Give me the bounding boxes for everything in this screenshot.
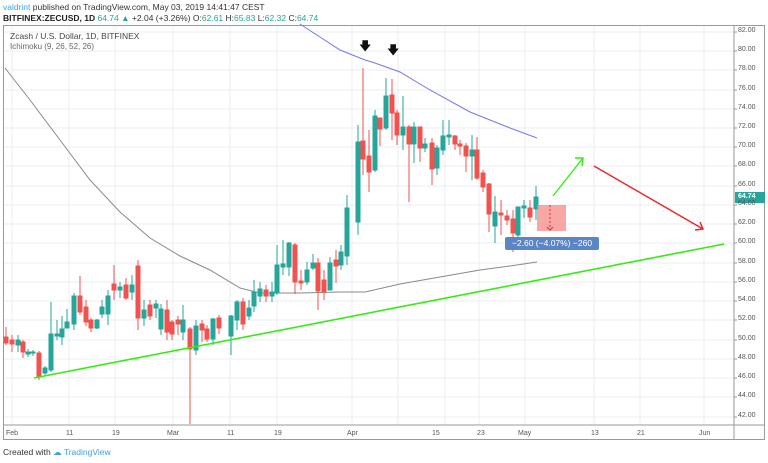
time-label: Apr (347, 430, 358, 437)
time-label: 21 (637, 430, 645, 437)
footer: Created with ☁ TradingView (3, 447, 111, 458)
price-axis-ticks (734, 31, 737, 418)
ichimoku-lower-line (4, 67, 538, 294)
price-label: 60.00 (738, 238, 756, 245)
time-label: Jun (699, 430, 711, 437)
last-price: 64.74 (97, 13, 119, 23)
low-value: 62.32 (264, 13, 287, 23)
time-label: 19 (274, 430, 282, 437)
bullish-arrow[interactable] (552, 157, 584, 197)
price-label: 82.00 (738, 27, 756, 34)
price-label: 46.00 (738, 373, 756, 380)
ichimoku-upper-line (299, 23, 538, 139)
time-label: 19 (112, 430, 120, 437)
price-label: 52.00 (738, 315, 756, 322)
support-trendline[interactable] (33, 243, 725, 379)
time-label: Feb (6, 430, 19, 437)
price-label: 58.00 (738, 258, 756, 265)
symbol-line: BITFINEX:ZECUSD, 1D 64.74 ▲ +2.04 (+3.26… (3, 13, 318, 23)
measure-tool[interactable] (505, 205, 599, 250)
footer-prefix: Created with (3, 447, 54, 457)
price-label: 80.00 (738, 46, 756, 53)
grid (4, 26, 734, 425)
tradingview-cloud-icon: ☁ (53, 447, 62, 457)
price-label: 44.00 (738, 392, 756, 399)
last-price-tag-bg (735, 192, 765, 203)
time-label: May (518, 430, 532, 437)
low-label: L: (257, 13, 265, 23)
price-label: 62.00 (738, 219, 756, 226)
indicator-legend[interactable]: Ichimoku (9, 26, 52, 26) (10, 42, 95, 51)
down-arrow-icon: 🡇 (359, 39, 371, 53)
tradingview-link[interactable]: TradingView (63, 447, 111, 457)
change: +2.04 (+3.26%) (131, 13, 191, 23)
price-label: 48.00 (738, 354, 756, 361)
chart-frame[interactable] (3, 25, 765, 440)
symbol: BITFINEX:ZECUSD, 1D (3, 13, 96, 23)
price-label: 42.00 (738, 412, 756, 419)
time-label: 11 (66, 430, 74, 437)
close-value: 64.74 (296, 13, 319, 23)
time-label: Mar (167, 430, 180, 437)
time-axis[interactable]: Feb 11 19 Mar 11 19 Apr 15 23 May 13 21 … (0, 430, 734, 440)
time-label: 15 (432, 430, 440, 437)
price-label: 50.00 (738, 335, 756, 342)
chart-legend-title: Zcash / U.S. Dollar, 1D, BITFINEX (10, 31, 140, 41)
candlesticks (3, 68, 539, 424)
time-label: 13 (591, 430, 599, 437)
close-label: C: (288, 13, 297, 23)
open-label: O: (192, 13, 202, 23)
last-price-tag: 64.74 (738, 193, 756, 200)
up-triangle-icon: ▲ (121, 13, 130, 23)
measure-label: −2.60 (−4.07%) −260 (511, 238, 593, 248)
price-label: 70.00 (738, 142, 756, 149)
price-label: 64.00 (738, 200, 756, 207)
down-arrow-icon: 🡇 (387, 43, 399, 57)
price-label: 74.00 (738, 104, 756, 111)
price-label: 56.00 (738, 277, 756, 284)
price-label: 76.00 (738, 85, 756, 92)
publisher-text: published on TradingView.com, May 03, 20… (30, 2, 265, 12)
price-label: 66.00 (738, 181, 756, 188)
high-value: 65.83 (234, 13, 256, 23)
time-label: 23 (477, 430, 485, 437)
publisher-line: valdrint published on TradingView.com, M… (3, 2, 265, 12)
publisher-user-link[interactable]: valdrint (3, 2, 31, 12)
open-value: 62.61 (201, 13, 224, 23)
time-label: 11 (227, 430, 235, 437)
bearish-arrow[interactable] (593, 165, 705, 231)
price-label: 72.00 (738, 123, 756, 130)
price-label: 54.00 (738, 296, 756, 303)
down-arrow-markers: 🡇 🡇 (359, 39, 399, 57)
price-label: 78.00 (738, 65, 756, 72)
high-label: H: (225, 13, 235, 23)
price-label: 68.00 (738, 161, 756, 168)
